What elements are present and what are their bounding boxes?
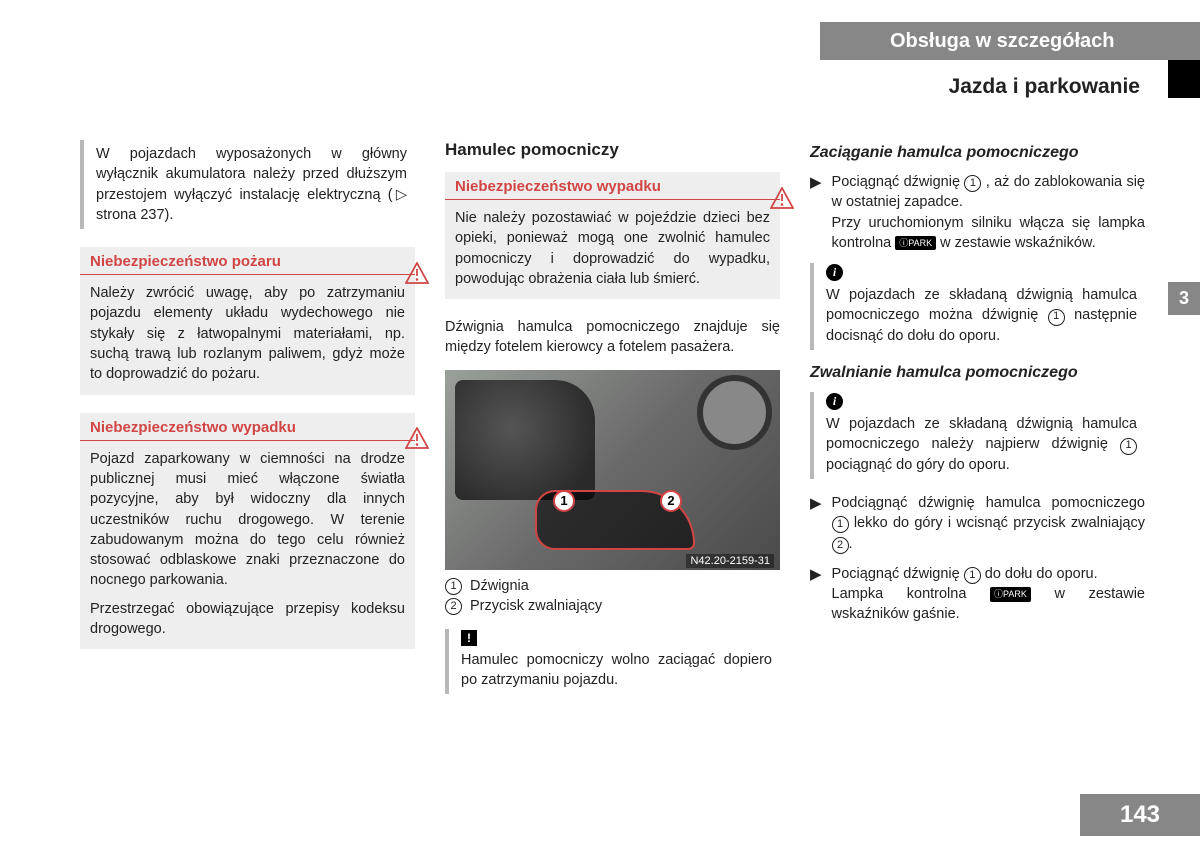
accident-warning-body-2: Nie należy pozostawiać w pojeździe dziec… [445, 200, 780, 299]
step-arrow-icon: ▶ [810, 172, 822, 253]
release-step-1: ▶ Podciągnąć dźwignię hamulca pomocnicze… [810, 493, 1145, 554]
exclamation-icon: ! [461, 630, 477, 646]
release-step-2: ▶ Pociągnąć dźwignię 1 do dołu do oporu.… [810, 564, 1145, 625]
content-columns: W pojazdach wyposażonych w główny wyłącz… [80, 140, 1145, 708]
figure-reference-number: N42.20-2159-31 [686, 554, 774, 568]
column-1: W pojazdach wyposażonych w główny wyłącz… [80, 140, 415, 708]
park-indicator-badge: ⓘPARK [895, 236, 936, 251]
accident-warning-body-1: Pojazd zaparkowany w ciemności na drodze… [80, 441, 415, 650]
folding-lever-info-1: i W pojazdach ze składaną dźwignią hamul… [810, 263, 1145, 350]
info-icon: i [826, 393, 843, 410]
apply-step-1: ▶ Pociągnąć dźwignię 1 , aż do zablokowa… [810, 172, 1145, 253]
circled-number-2-icon: 2 [445, 598, 462, 615]
figure-steering-wheel-shape [697, 375, 772, 450]
step-arrow-icon: ▶ [810, 493, 822, 554]
apply-brake-heading: Zaciąganie hamulca pomocniczego [810, 144, 1145, 162]
folding-lever-info-1-text: W pojazdach ze składaną dźwignią hamulca… [826, 285, 1137, 346]
legend-row-1: 1 Dźwignia [445, 578, 780, 595]
folding-lever-info-2-text: W pojazdach ze składaną dźwignią hamulca… [826, 414, 1137, 475]
release-step-2-body: Pociągnąć dźwignię 1 do dołu do oporu. L… [832, 564, 1145, 625]
circled-number-1-icon: 1 [1120, 438, 1137, 455]
fire-warning-title: Niebezpieczeństwo pożaru [90, 253, 281, 270]
chapter-header: Obsługa w szczegółach [820, 22, 1200, 60]
release-brake-heading: Zwalnianie hamulca pomocniczego [810, 364, 1145, 382]
accident-warning-para2: Przestrzegać obowiązujące przepisy kodek… [90, 599, 405, 640]
figure-callout-2: 2 [660, 490, 682, 512]
circled-number-1-icon: 1 [1048, 309, 1065, 326]
column-2: Hamulec pomocniczy Niebezpieczeństwo wyp… [445, 140, 780, 708]
circled-number-1-icon: 1 [964, 567, 981, 584]
circled-number-1-icon: 1 [445, 578, 462, 595]
accident-warning-title-2: Niebezpieczeństwo wypadku [455, 178, 661, 195]
accident-warning-para1: Pojazd zaparkowany w ciemności na drodze… [90, 449, 405, 591]
fire-warning-header: Niebezpieczeństwo pożaru [80, 247, 415, 275]
legend-row-2: 2 Przycisk zwalniający [445, 598, 780, 615]
step-arrow-icon: ▶ [810, 564, 822, 625]
release-step-1-body: Podciągnąć dźwignię hamulca pomocniczego… [832, 493, 1145, 554]
section-title: Jazda i parkowanie [949, 75, 1140, 99]
page-number: 143 [1080, 794, 1200, 836]
lever-location-text: Dźwignia hamulca pomocniczego znajduje s… [445, 317, 780, 358]
battery-note-text: W pojazdach wyposażonych w główny wyłącz… [96, 146, 407, 223]
folding-lever-info-2: i W pojazdach ze składaną dźwignią hamul… [810, 392, 1145, 479]
accident-warning-box-2: Niebezpieczeństwo wypadku Nie należy poz… [445, 172, 780, 299]
parking-brake-figure: 1 2 N42.20-2159-31 [445, 370, 780, 570]
park-indicator-badge: ⓘPARK [990, 587, 1031, 602]
header-black-tab [1168, 60, 1200, 98]
exclamation-note-text: Hamulec pomocniczy wolno zaciągać dopier… [461, 650, 772, 691]
figure-seat-shape [455, 380, 595, 500]
column-3: Zaciąganie hamulca pomocniczego ▶ Pociąg… [810, 140, 1145, 708]
apply-step-1-body: Pociągnąć dźwignię 1 , aż do zablokowani… [832, 172, 1145, 253]
section-number-tab: 3 [1168, 282, 1200, 315]
info-icon: i [826, 264, 843, 281]
circled-number-2-icon: 2 [832, 537, 849, 554]
parking-brake-heading: Hamulec pomocniczy [445, 140, 780, 160]
legend-1-text: Dźwignia [470, 578, 529, 594]
chapter-title: Obsługa w szczegółach [890, 30, 1115, 53]
legend-2-text: Przycisk zwalniający [470, 598, 602, 614]
accident-warning-box-1: Niebezpieczeństwo wypadku Pojazd zaparko… [80, 413, 415, 650]
accident-warning-title-1: Niebezpieczeństwo wypadku [90, 419, 296, 436]
exclamation-note: ! Hamulec pomocniczy wolno zaciągać dopi… [445, 629, 780, 695]
fire-warning-body: Należy zwrócić uwagę, aby po zatrzymaniu… [80, 275, 415, 394]
battery-note: W pojazdach wyposażonych w główny wyłącz… [80, 140, 415, 229]
circled-number-1-icon: 1 [832, 516, 849, 533]
fire-warning-box: Niebezpieczeństwo pożaru Należy zwrócić … [80, 247, 415, 394]
circled-number-1-icon: 1 [964, 175, 981, 192]
accident-warning-header-2: Niebezpieczeństwo wypadku [445, 172, 780, 200]
accident-warning-header-1: Niebezpieczeństwo wypadku [80, 413, 415, 441]
figure-callout-1: 1 [553, 490, 575, 512]
